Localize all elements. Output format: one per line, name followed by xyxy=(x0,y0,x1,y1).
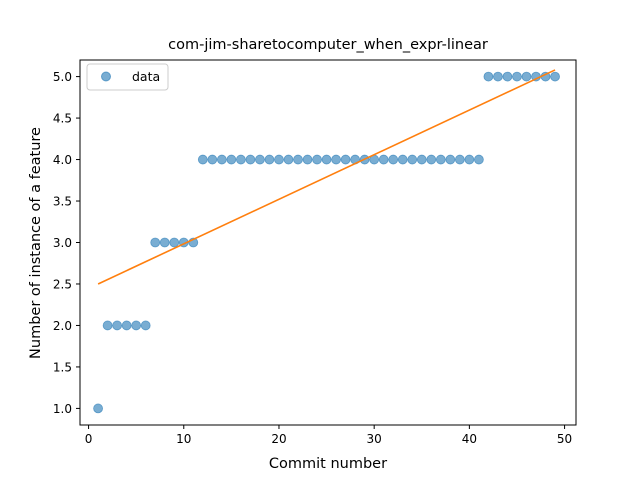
y-tick-label: 2.0 xyxy=(53,319,72,333)
data-point xyxy=(454,154,465,165)
legend-label: data xyxy=(132,69,160,84)
data-point xyxy=(93,403,103,414)
y-tick-label: 2.5 xyxy=(53,277,72,291)
data-point xyxy=(159,237,170,248)
y-tick-label: 1.0 xyxy=(53,402,72,416)
data-point xyxy=(550,71,560,82)
data-point xyxy=(502,71,513,82)
data-point xyxy=(473,154,484,165)
data-point xyxy=(416,154,427,165)
x-tick-label: 20 xyxy=(271,432,286,446)
x-tick-label: 30 xyxy=(367,432,382,446)
data-point xyxy=(150,237,161,248)
data-point xyxy=(169,237,180,248)
y-tick-label: 4.5 xyxy=(53,112,72,126)
data-point xyxy=(312,154,322,165)
data-point xyxy=(112,320,123,331)
data-point xyxy=(331,154,341,165)
legend-box xyxy=(86,63,169,91)
x-axis-ticks: 0 10 20 30 40 50 xyxy=(85,425,572,446)
data-point xyxy=(340,154,351,165)
x-tick-label: 50 xyxy=(557,432,572,446)
data-point xyxy=(407,154,418,165)
axes-frame xyxy=(79,59,577,426)
data-point xyxy=(521,71,532,82)
data-point xyxy=(216,154,227,165)
data-point xyxy=(245,154,256,165)
y-axis-ticks: 1.0 1.5 2.0 2.5 3.0 3.5 4.0 4.5 5.0 xyxy=(53,70,80,416)
data-point xyxy=(321,154,332,165)
x-axis-label: Commit number xyxy=(269,456,387,472)
data-point xyxy=(131,320,142,331)
x-tick-label: 40 xyxy=(462,432,477,446)
x-tick-label: 10 xyxy=(176,432,191,446)
data-point xyxy=(445,154,456,165)
y-tick-label: 3.0 xyxy=(53,236,72,250)
data-point xyxy=(274,154,284,165)
y-tick-label: 5.0 xyxy=(53,70,72,84)
data-point xyxy=(397,154,408,165)
data-point xyxy=(255,154,265,165)
data-point xyxy=(464,154,475,165)
data-point xyxy=(293,154,303,165)
data-point xyxy=(302,154,313,165)
trend-line xyxy=(97,69,556,285)
data-point xyxy=(226,154,237,165)
data-point xyxy=(388,154,399,165)
data-point xyxy=(264,154,275,165)
data-point xyxy=(378,154,389,165)
plot-area xyxy=(93,69,560,414)
data-point xyxy=(235,154,246,165)
data-point xyxy=(512,71,522,82)
data-point xyxy=(426,154,437,165)
y-tick-label: 4.0 xyxy=(53,153,72,167)
data-point xyxy=(102,320,113,331)
data-point xyxy=(207,154,218,165)
data-point xyxy=(283,154,294,165)
data-point xyxy=(435,154,446,165)
legend-marker xyxy=(101,71,111,82)
y-tick-label: 1.5 xyxy=(53,360,72,374)
y-tick-label: 3.5 xyxy=(53,195,72,209)
data-point xyxy=(121,320,132,331)
data-point xyxy=(140,320,151,331)
data-point xyxy=(197,154,208,165)
y-axis-label: Number of instance of a feature xyxy=(28,127,44,359)
legend: data xyxy=(86,63,169,91)
data-point xyxy=(483,71,494,82)
x-tick-label: 0 xyxy=(85,432,93,446)
data-point xyxy=(493,71,503,82)
chart-title: com-jim-sharetocomputer_when_expr-linear xyxy=(168,37,488,53)
